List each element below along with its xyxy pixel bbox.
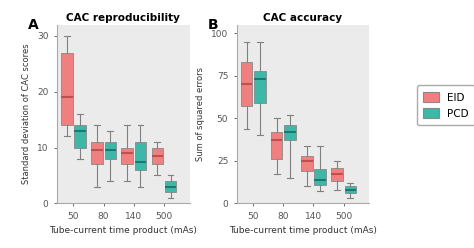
X-axis label: Tube-current time product (mAs): Tube-current time product (mAs) [229,226,377,235]
Legend: EID, PCD: EID, PCD [417,86,474,125]
PathPatch shape [271,132,283,159]
PathPatch shape [314,169,326,185]
Text: B: B [208,18,218,32]
Y-axis label: Standard deviation of CAC scores: Standard deviation of CAC scores [22,44,31,185]
X-axis label: Tube-current time product (mAs): Tube-current time product (mAs) [49,226,197,235]
PathPatch shape [91,142,103,164]
PathPatch shape [74,125,86,148]
Title: CAC accuracy: CAC accuracy [264,13,343,23]
PathPatch shape [61,53,73,125]
PathPatch shape [121,148,133,164]
PathPatch shape [331,168,343,181]
PathPatch shape [284,125,296,140]
PathPatch shape [135,142,146,170]
Text: A: A [27,18,38,32]
PathPatch shape [241,62,252,106]
PathPatch shape [301,156,312,171]
PathPatch shape [152,148,163,164]
Title: CAC reproducibility: CAC reproducibility [66,13,180,23]
PathPatch shape [105,142,116,159]
PathPatch shape [165,181,176,192]
PathPatch shape [254,71,265,103]
Y-axis label: Sum of squared errors: Sum of squared errors [196,67,205,161]
PathPatch shape [345,186,356,193]
